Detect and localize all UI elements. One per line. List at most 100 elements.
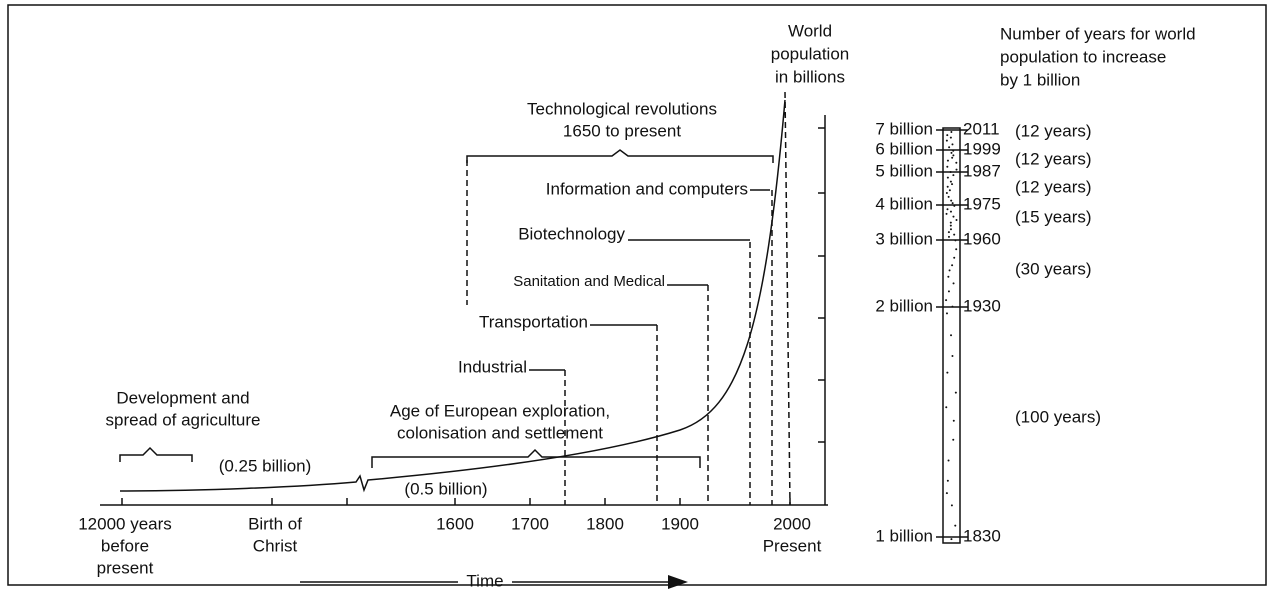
year-milestone: 1999 (963, 139, 1001, 158)
dot (955, 218, 958, 221)
dot (952, 282, 955, 285)
x-label: 1600 (436, 514, 474, 533)
dot (949, 224, 952, 227)
dot (949, 136, 952, 139)
dot (948, 189, 951, 192)
dot (955, 168, 958, 171)
dot (946, 479, 949, 482)
dot (951, 143, 954, 146)
dot (945, 191, 948, 194)
right-title: population to increase (1000, 47, 1166, 66)
year-milestone: 2011 (963, 119, 1000, 138)
dot (946, 134, 949, 137)
technology-label: Technological revolutions (527, 99, 717, 118)
x-label: 2000 (773, 514, 811, 533)
year-milestone: 1930 (963, 296, 1001, 315)
dot (947, 459, 950, 462)
dot (952, 419, 955, 422)
population-label: (0.25 billion) (219, 456, 312, 475)
dot (945, 139, 948, 142)
dot (953, 256, 956, 259)
dot (952, 438, 955, 441)
y-axis-label: in billions (775, 67, 845, 86)
x-label: Christ (253, 536, 298, 555)
dot (947, 235, 950, 238)
dot (946, 176, 949, 179)
dot (952, 174, 955, 177)
x-label: 1800 (586, 514, 624, 533)
dot (946, 159, 949, 162)
population-milestone: 4 billion (875, 194, 933, 213)
frame (7, 4, 1267, 586)
dot (952, 215, 955, 218)
dot (949, 180, 952, 183)
population-milestone: 1 billion (875, 526, 933, 545)
population-milestone: 6 billion (875, 139, 933, 158)
technology-label: 1650 to present (563, 121, 681, 140)
dot (946, 371, 949, 374)
agriculture-label: spread of agriculture (106, 410, 261, 429)
x-label: Present (763, 536, 822, 555)
right-title: by 1 billion (1000, 70, 1080, 89)
dot (945, 212, 948, 215)
dot (945, 406, 948, 409)
interval-label: (12 years) (1015, 177, 1092, 196)
exploration-label: Age of European exploration, (390, 401, 610, 420)
dot (951, 202, 954, 205)
dot (945, 312, 948, 315)
population-label: (0.5 billion) (404, 479, 487, 498)
dot (952, 154, 955, 157)
interval-label: (100 years) (1015, 407, 1101, 426)
exploration-label: colonisation and settlement (397, 423, 603, 442)
dot (949, 210, 952, 213)
axes (100, 115, 828, 506)
dot (947, 195, 950, 198)
population-milestone: 2 billion (875, 296, 933, 315)
population-milestone: 7 billion (875, 119, 933, 138)
x-label: before (101, 536, 149, 555)
interval-label: (30 years) (1015, 259, 1092, 278)
dot (951, 354, 954, 357)
population-milestone: 3 billion (875, 229, 933, 248)
dot (951, 156, 954, 159)
dot (950, 199, 953, 202)
x-label: 1900 (661, 514, 699, 533)
dot (950, 334, 953, 337)
time-label: Time (466, 571, 503, 590)
dot (950, 538, 953, 541)
revolution-label: Industrial (458, 357, 527, 376)
dot (945, 299, 948, 302)
dot (955, 248, 958, 251)
dot (951, 264, 954, 267)
right-title: Number of years for world (1000, 24, 1196, 43)
dot (948, 269, 951, 272)
x-label: 1700 (511, 514, 549, 533)
dot (947, 275, 950, 278)
brackets (119, 149, 774, 468)
dot (955, 161, 958, 164)
time-arrow (300, 575, 688, 589)
interval-label: (15 years) (1015, 207, 1092, 226)
dot (953, 233, 956, 236)
revolution-label: Transportation (479, 312, 588, 331)
year-milestone: 1830 (963, 526, 1001, 545)
interval-label: (12 years) (1015, 149, 1092, 168)
dot (950, 151, 953, 154)
dot (945, 492, 948, 495)
population-milestone: 5 billion (875, 161, 933, 180)
dot (946, 185, 949, 188)
year-milestone: 1960 (963, 229, 1001, 248)
dot (950, 504, 953, 507)
y-axis-label: population (771, 44, 849, 63)
year-milestone: 1987 (963, 161, 1001, 180)
interval-label: (12 years) (1015, 121, 1092, 140)
dot (949, 221, 952, 224)
agriculture-label: Development and (116, 388, 249, 407)
x-label: Birth of (248, 514, 302, 533)
dot (949, 228, 952, 231)
column-dots (945, 131, 958, 541)
population-column (942, 127, 961, 544)
x-label: 12000 years (78, 514, 172, 533)
dot (951, 183, 954, 186)
